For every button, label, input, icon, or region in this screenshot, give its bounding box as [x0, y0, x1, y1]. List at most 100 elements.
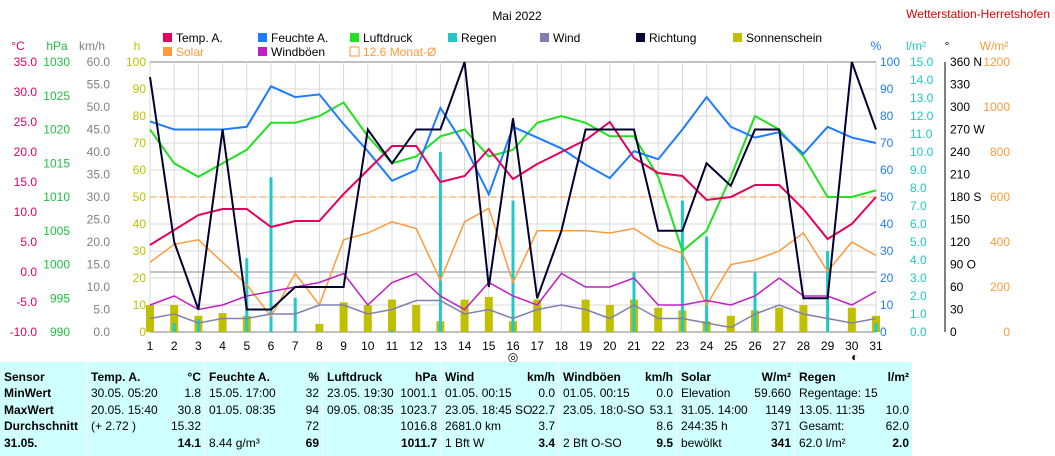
table-row: MinWert: [4, 385, 82, 401]
column-header: Feuchte A.: [209, 370, 270, 384]
temp-tick-label: 5.0: [20, 235, 37, 249]
sunshine-bar: [412, 305, 421, 332]
x-tick-label: 14: [458, 339, 472, 353]
direction-tick-label: 60: [950, 280, 964, 294]
table-row: 20.05. 15:40 30.8: [91, 402, 201, 418]
table-row: 01.05. 00:15 0.0: [445, 385, 555, 401]
statistics-table: Sensor MinWert MaxWert Durchschnitt 31.05. Te…: [0, 362, 912, 456]
table-header-row: Wind km/h: [445, 369, 555, 385]
x-tick-label: 19: [579, 339, 593, 353]
cell-info: 244:35 h: [681, 419, 728, 433]
cell-value: 62.0: [885, 419, 909, 433]
rain-bar: [753, 272, 757, 332]
table-row: 31.05. 14:00 1149: [681, 402, 791, 418]
table-header-row: Solar W/m²: [681, 369, 791, 385]
table-row: Elevation 59.660: [681, 385, 791, 401]
direction-tick-label: 0: [950, 325, 957, 339]
cell-info: 09.05. 08:35: [327, 402, 394, 417]
cell-info: Regentage: 15: [799, 386, 878, 400]
direction-tick-label: 330: [950, 78, 970, 92]
x-tick-label: 28: [797, 339, 811, 353]
rain-tick-label: 10.0: [910, 145, 934, 159]
direction-tick-label: 30: [950, 303, 964, 317]
cell-info: 23.05. 18:45 SO: [445, 402, 533, 417]
cell-info: 8.44 g/m³: [209, 435, 260, 450]
sunshine-bar: [581, 299, 590, 332]
column-unit: l/m²: [887, 370, 909, 384]
wind-tick-label: 10.0: [87, 280, 111, 294]
cell-value: 2.0: [892, 435, 909, 450]
humidity-tick-label: 90: [880, 82, 894, 96]
table-header-row: Temp. A. °C: [91, 369, 201, 385]
legend-swatch: [258, 33, 267, 42]
table-column-temp: Temp. A. °C 30.05. 05:20 1.8 20.05. 15:40 30.…: [86, 363, 205, 456]
cell-value: 1011.7: [400, 435, 437, 450]
legend-label: Sonnenschein: [746, 31, 822, 45]
temp-tick-label: -5.0: [16, 295, 37, 309]
rain-tick-label: 1.0: [910, 307, 927, 321]
rain-tick-label: 0.0: [910, 325, 927, 339]
pressure-tick-label: 995: [50, 291, 70, 305]
rain-tick-label: 12.0: [910, 109, 934, 123]
rain-tick-label: 9.0: [910, 163, 927, 177]
rain-bar: [390, 330, 394, 332]
cell-value: 1023.7: [400, 402, 437, 417]
column-header: Temp. A.: [91, 370, 141, 384]
table-row: 01.05. 08:35 94: [209, 402, 319, 418]
x-tick-label: 7: [292, 339, 299, 353]
pressure-tick-label: 990: [50, 325, 70, 339]
cell-value: 59.660: [754, 386, 791, 400]
table-header-row: Luftdruck hPa: [327, 369, 437, 385]
solar-tick-label: 0: [1003, 325, 1010, 339]
rain-bar: [705, 236, 709, 332]
wind-direction-line: [149, 61, 877, 311]
cell-value: 8.6: [656, 419, 673, 433]
axis-unit: h: [134, 39, 141, 53]
humidity-tick-label: 50: [880, 190, 894, 204]
x-tick-label: 15: [482, 339, 496, 353]
cell-info: 23.05. 19:30: [327, 386, 394, 400]
cell-value: 371: [770, 419, 791, 433]
table-column-boeen: Windböen km/h 01.05. 00:15 0.0 23.05. 18:0-S…: [558, 363, 677, 456]
rain-tick-label: 15.0: [910, 55, 934, 69]
column-header: Wind: [445, 370, 475, 384]
table-column-sensor: Sensor MinWert MaxWert Durchschnitt 31.05.: [0, 363, 86, 456]
temp-tick-label: -10.0: [10, 325, 38, 339]
column-unit: W/m²: [761, 370, 791, 384]
legend-label: Richtung: [649, 31, 696, 45]
humidity-tick-label: 10: [880, 298, 894, 312]
legend-swatch: [636, 33, 645, 42]
legend-label: Solar: [176, 45, 204, 59]
sunshine-tick-label: 40: [133, 217, 147, 231]
sunshine-bar: [363, 305, 372, 332]
humidity-tick-label: 20: [880, 271, 894, 285]
legend-swatch: [163, 33, 172, 42]
x-tick-label: 2: [171, 339, 178, 353]
x-tick-label: 9: [340, 339, 347, 353]
half-moon-icon: ◐: [851, 350, 858, 362]
table-row: 8.6: [563, 418, 673, 434]
axis-unit: °C: [11, 39, 25, 53]
x-tick-label: 29: [821, 339, 835, 353]
sunshine-bar: [218, 313, 227, 332]
x-tick-label: 10: [361, 339, 375, 353]
table-row: MaxWert: [4, 402, 82, 418]
x-tick-label: 4: [219, 339, 226, 353]
temp-tick-label: 20.0: [14, 145, 38, 159]
sunshine-tick-label: 100: [126, 55, 146, 69]
solar-tick-label: 600: [990, 190, 1010, 204]
x-tick-label: 5: [243, 339, 250, 353]
direction-tick-label: 180 S: [950, 190, 981, 204]
x-tick-label: 13: [434, 339, 448, 353]
legend-label: Wind: [553, 31, 580, 45]
cell-value: 30.8: [177, 402, 201, 417]
pressure-tick-label: 1020: [43, 123, 70, 137]
legend-label: 12.6 Monat-Ø: [363, 45, 436, 59]
wind-tick-label: 35.0: [87, 168, 111, 182]
table-column-solar: Solar W/m² Elevation 59.660 31.05. 14:00 1149…: [676, 363, 795, 456]
sunshine-tick-label: 50: [133, 190, 147, 204]
cell-info: 62.0 l/m²: [799, 435, 846, 450]
table-row: Regentage: 15: [799, 385, 909, 401]
weather-chart: Mai 2022 Wetterstation-Herretshofen Temp. …: [10, 7, 1050, 362]
table-column-regen: Regen l/m² Regentage: 15 13.05. 11:35 10.0 Ge…: [794, 363, 913, 456]
